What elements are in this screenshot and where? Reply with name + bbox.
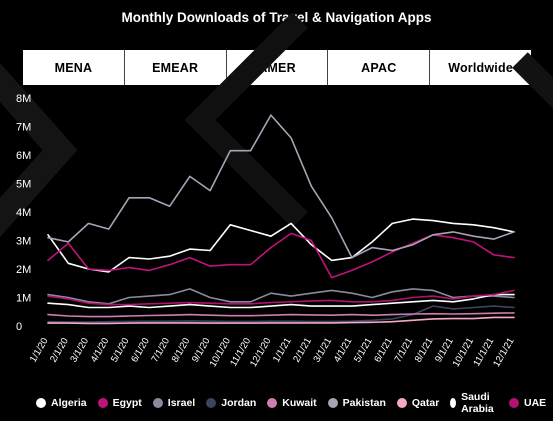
y-tick-label: 6M bbox=[16, 150, 31, 162]
series-line-egypt bbox=[47, 232, 515, 279]
series-line-qatar bbox=[47, 316, 515, 325]
x-tick-label: 3/1/20 bbox=[68, 336, 91, 364]
region-tabs: MENA EMEAR AMER APAC Worldwide bbox=[22, 49, 532, 86]
legend-swatch bbox=[152, 398, 163, 408]
x-tick-label: 6/1/20 bbox=[129, 336, 152, 364]
legend-item[interactable]: Qatar bbox=[396, 397, 440, 409]
legend-label: Kuwait bbox=[282, 397, 317, 409]
watermark-chevron bbox=[0, 62, 78, 238]
x-tick-label: 1/1/20 bbox=[28, 336, 51, 364]
x-tick-label: 7/1/21 bbox=[393, 336, 416, 364]
y-tick-label: 0 bbox=[16, 321, 22, 333]
legend-item[interactable]: Kuwait bbox=[267, 397, 317, 409]
x-tick-label: 4/1/20 bbox=[89, 336, 112, 364]
legend-label: Saudi Arabia bbox=[461, 391, 494, 415]
x-tick-label: 2/1/20 bbox=[48, 336, 71, 364]
legend-swatch bbox=[327, 398, 338, 408]
legend-label: Egypt bbox=[112, 397, 142, 409]
legend-swatch bbox=[206, 398, 217, 408]
series-line-saudi-arabia bbox=[47, 293, 515, 309]
x-tick-label: 6/1/21 bbox=[372, 336, 395, 364]
tab-mena[interactable]: MENA bbox=[23, 50, 125, 85]
series-line-algeria bbox=[47, 218, 515, 273]
legend-swatch bbox=[396, 398, 407, 408]
x-axis: 1/1/202/1/203/1/204/1/205/1/206/1/207/1/… bbox=[28, 336, 517, 369]
legend-label: Israel bbox=[167, 397, 196, 409]
legend-swatch bbox=[508, 398, 519, 408]
y-tick-label: 1M bbox=[16, 293, 31, 305]
tab-apac[interactable]: APAC bbox=[328, 50, 431, 85]
legend-item[interactable]: Algeria bbox=[36, 397, 87, 409]
legend-label: Jordan bbox=[221, 397, 257, 409]
y-tick-label: 2M bbox=[16, 264, 31, 276]
y-axis: 0 1M 2M 3M 4M 5M 6M 7M 8M bbox=[16, 93, 31, 333]
x-tick-label: 2/1/21 bbox=[291, 336, 314, 364]
legend-swatch bbox=[97, 398, 108, 408]
y-tick-label: 3M bbox=[16, 236, 31, 248]
x-tick-label: 7/1/20 bbox=[149, 336, 172, 364]
series-line-israel bbox=[47, 288, 515, 305]
y-tick-label: 5M bbox=[16, 179, 31, 191]
background-watermark bbox=[0, 12, 553, 238]
legend-label: Pakistan bbox=[342, 397, 386, 409]
legend-item[interactable]: Jordan bbox=[206, 397, 256, 409]
x-tick-label: 1/1/21 bbox=[271, 336, 294, 364]
x-tick-label: 3/1/21 bbox=[312, 336, 335, 364]
legend: Algeria Egypt Israel Jordan Kuwait Pakistan Qa… bbox=[36, 391, 553, 415]
legend-swatch bbox=[450, 398, 457, 408]
x-tick-label: 5/1/20 bbox=[109, 336, 132, 364]
series-line-kuwait bbox=[47, 312, 515, 318]
watermark-chevron bbox=[184, 12, 308, 228]
legend-swatch bbox=[36, 398, 46, 408]
legend-item[interactable]: Egypt bbox=[97, 397, 142, 409]
y-tick-label: 8M bbox=[16, 93, 31, 105]
series-line-pakistan bbox=[47, 114, 515, 259]
x-tick-label: 5/1/21 bbox=[352, 336, 375, 364]
x-tick-label: 8/1/20 bbox=[170, 336, 193, 364]
x-tick-label: 4/1/21 bbox=[332, 336, 355, 364]
legend-label: UAE bbox=[523, 397, 547, 409]
legend-item[interactable]: UAE bbox=[508, 397, 547, 409]
legend-item[interactable]: Saudi Arabia bbox=[450, 391, 498, 415]
legend-item[interactable]: Israel bbox=[152, 397, 196, 409]
watermark-chevron bbox=[512, 52, 553, 109]
series-line-uae bbox=[47, 289, 515, 306]
legend-label: Algeria bbox=[51, 397, 87, 409]
legend-swatch bbox=[267, 398, 278, 408]
chart-title: Monthly Downloads of Travel & Navigation… bbox=[121, 10, 432, 25]
y-tick-label: 7M bbox=[16, 122, 31, 134]
tab-worldwide[interactable]: Worldwide bbox=[448, 60, 513, 75]
y-tick-label: 4M bbox=[16, 207, 31, 219]
series-line-jordan bbox=[47, 305, 515, 323]
legend-label: Qatar bbox=[411, 397, 440, 409]
tab-emear[interactable]: EMEAR bbox=[125, 50, 227, 85]
series-layer bbox=[47, 114, 515, 325]
legend-item[interactable]: Pakistan bbox=[327, 397, 386, 409]
x-tick-label: 8/1/21 bbox=[413, 336, 436, 364]
